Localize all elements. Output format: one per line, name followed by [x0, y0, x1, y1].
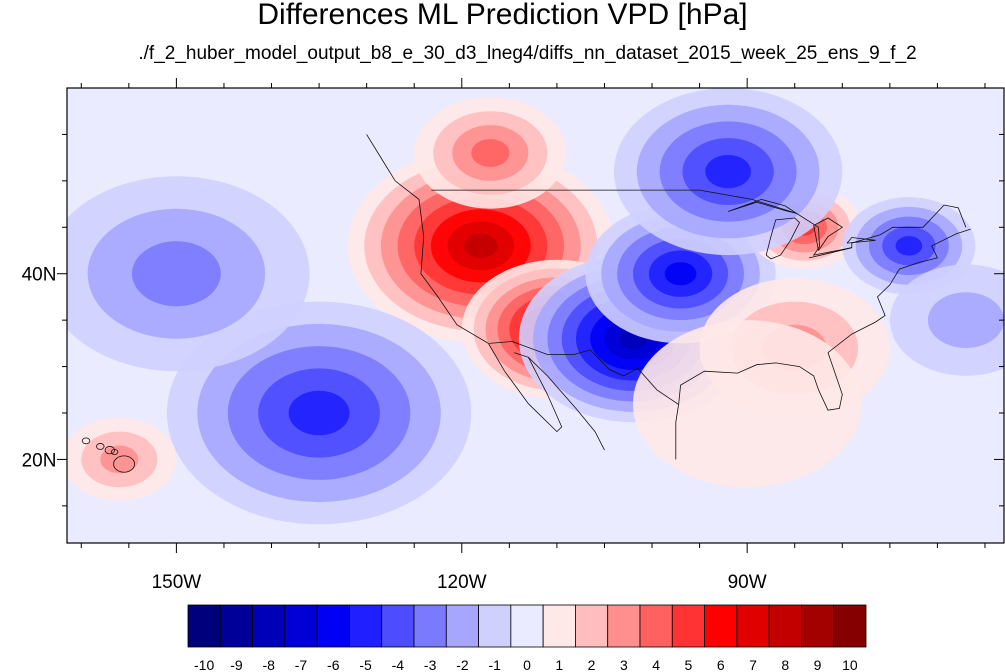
colorbar-swatch: [381, 604, 415, 648]
lake-ontario-shore: [846, 237, 876, 244]
colorbar-label: -8: [262, 657, 275, 672]
east-coastline: [675, 228, 971, 460]
colorbar-swatch: [833, 604, 867, 648]
y-tick-label: 20N: [22, 450, 57, 471]
colorbar-swatch: [801, 604, 835, 648]
chart-subtitle: ./f_2_huber_model_output_b8_e_30_d3_lneg…: [138, 43, 917, 64]
colorbar-label: -5: [359, 657, 372, 672]
colorbar-label: 6: [717, 657, 725, 672]
hawaii-island: [81, 437, 91, 445]
colorbar-swatch: [252, 604, 286, 648]
field-anomaly: [613, 88, 843, 256]
field-anomaly: [414, 97, 567, 209]
colorbar-label: 3: [620, 657, 628, 672]
colorbar-label: 9: [814, 657, 822, 672]
colorbar-swatch: [445, 604, 479, 648]
lake-erie-shore: [808, 247, 852, 259]
colorbar-label: 7: [749, 657, 757, 672]
colorbar-label: 0: [523, 657, 531, 672]
colorbar-label: -3: [424, 657, 437, 672]
field-anomaly: [67, 417, 177, 502]
colorbar-label: 5: [685, 657, 693, 672]
field-anomaly: [67, 176, 310, 372]
colorbar-label: 8: [781, 657, 789, 672]
colorbar-label: 1: [555, 657, 563, 672]
colorbar-label: -10: [194, 657, 214, 672]
colorbar-label: 2: [588, 657, 596, 672]
colorbar: -10 -9 -8 -7 -6 -5 -4 -3 -2 -1 0 1 2 3 4 5 6 7 8 9 10: [187, 604, 867, 672]
chart-title: Differences ML Prediction VPD [hPa]: [257, 0, 748, 31]
hawaii-island: [96, 443, 105, 450]
x-tick-label: 150W: [152, 572, 202, 593]
axis-ticks: 150W 120W 90W 20N 40N: [22, 78, 1004, 593]
colorbar-label: 4: [652, 657, 660, 672]
x-tick-label: 90W: [728, 572, 767, 593]
colorbar-swatch: [510, 604, 544, 648]
west-coastline: [366, 134, 563, 433]
colorbar-label: 10: [842, 657, 858, 672]
hawaii-island: [113, 455, 135, 473]
y-tick-label: 40N: [22, 265, 57, 286]
field-layer: [67, 88, 1004, 543]
coastline-layer: [81, 134, 971, 473]
colorbar-label: -4: [392, 657, 405, 672]
colorbar-swatch: [639, 604, 673, 648]
us-canada-border: [431, 189, 967, 256]
colorbar-swatch: [187, 604, 221, 648]
colorbar-swatch: [704, 604, 738, 648]
colorbar-swatch: [219, 604, 253, 648]
colorbar-label: -2: [456, 657, 469, 672]
hawaii-island: [110, 448, 119, 455]
colorbar-label: -9: [230, 657, 243, 672]
colorbar-swatch: [768, 604, 802, 648]
colorbar-swatch: [575, 604, 609, 648]
colorbar-swatch: [736, 604, 770, 648]
plot-frame: [66, 87, 1005, 544]
colorbar-swatch: [542, 604, 576, 648]
colorbar-label: -1: [488, 657, 501, 672]
colorbar-swatch: [671, 604, 705, 648]
field-anomaly: [842, 197, 976, 295]
field-anomaly: [633, 320, 862, 488]
colorbar-swatch: [284, 604, 318, 648]
x-tick-label: 120W: [437, 572, 487, 593]
colorbar-label: -6: [327, 657, 340, 672]
field-anomaly: [889, 264, 1004, 376]
colorbar-swatch: [478, 604, 512, 648]
colorbar-swatch: [349, 604, 383, 648]
us-mexico-border: [489, 341, 679, 405]
colorbar-label: -7: [295, 657, 308, 672]
hawaii-island: [104, 446, 115, 455]
colorbar-swatch: [413, 604, 447, 648]
colorbar-swatch: [607, 604, 641, 648]
lake-michigan-shore: [765, 217, 800, 260]
lake-huron-shore: [813, 217, 844, 251]
mexico-coastline: [528, 357, 605, 451]
colorbar-swatch: [316, 604, 350, 648]
